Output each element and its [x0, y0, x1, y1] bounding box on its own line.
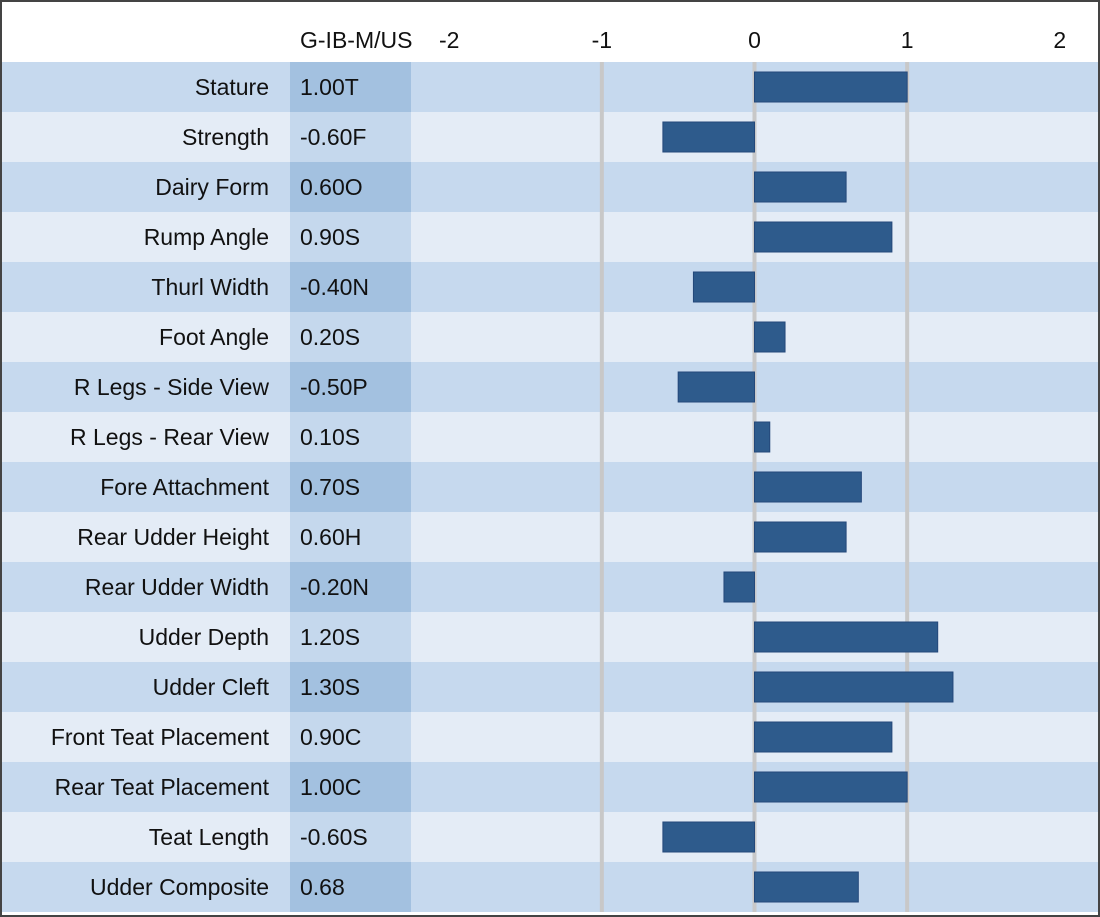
- column-header: G-IB-M/US: [300, 27, 412, 53]
- bar: [754, 221, 893, 253]
- category-label: Udder Depth: [139, 624, 269, 650]
- row-background: [1, 562, 1099, 612]
- value-label: -0.60S: [300, 824, 368, 850]
- bar: [754, 721, 893, 753]
- value-cell: [290, 512, 411, 562]
- category-label: Rear Udder Width: [85, 574, 269, 600]
- value-label: 1.20S: [300, 624, 360, 650]
- category-label: Udder Composite: [90, 874, 269, 900]
- category-label: Fore Attachment: [100, 474, 269, 500]
- row-background: [1, 312, 1099, 362]
- category-label: Front Teat Placement: [51, 724, 270, 750]
- bar: [723, 571, 756, 603]
- category-label: Rump Angle: [144, 224, 269, 250]
- bar: [754, 171, 847, 203]
- value-cell: [290, 312, 411, 362]
- value-label: 0.60O: [300, 174, 363, 200]
- row-background: [1, 462, 1099, 512]
- value-label: -0.60F: [300, 124, 366, 150]
- value-cell: [290, 812, 411, 862]
- row-background: [1, 212, 1099, 262]
- bar: [692, 271, 756, 303]
- bar: [662, 821, 756, 853]
- row-background: [1, 112, 1099, 162]
- bar: [662, 121, 756, 153]
- category-label: Udder Cleft: [153, 674, 270, 700]
- bar: [754, 521, 847, 553]
- value-label: 0.70S: [300, 474, 360, 500]
- category-label: Strength: [182, 124, 269, 150]
- x-tick-label: -1: [592, 27, 612, 53]
- value-cell: [290, 212, 411, 262]
- value-label: 1.00C: [300, 774, 361, 800]
- value-label: 0.68: [300, 874, 345, 900]
- value-label: 0.90C: [300, 724, 361, 750]
- value-cell: [290, 62, 411, 112]
- row-background: [1, 362, 1099, 412]
- row-background: [1, 62, 1099, 112]
- bar: [754, 71, 908, 103]
- row-background: [1, 712, 1099, 762]
- row-background: [1, 162, 1099, 212]
- x-tick-label: 2: [1053, 27, 1066, 53]
- value-label: 0.60H: [300, 524, 361, 550]
- value-cell: [290, 412, 411, 462]
- category-label: R Legs - Side View: [74, 374, 270, 400]
- value-cell: [290, 562, 411, 612]
- row-background: [1, 412, 1099, 462]
- row-background: [1, 512, 1099, 562]
- value-label: 1.30S: [300, 674, 360, 700]
- value-label: 1.00T: [300, 74, 359, 100]
- category-label: Teat Length: [149, 824, 269, 850]
- category-label: Thurl Width: [151, 274, 269, 300]
- value-cell: [290, 762, 411, 812]
- category-label: Foot Angle: [159, 324, 269, 350]
- value-cell: [290, 362, 411, 412]
- value-label: -0.20N: [300, 574, 369, 600]
- value-cell: [290, 462, 411, 512]
- value-label: 0.10S: [300, 424, 360, 450]
- bar: [754, 671, 954, 703]
- x-tick-label: 0: [748, 27, 761, 53]
- value-cell: [290, 112, 411, 162]
- bar: [754, 421, 771, 453]
- row-background: [1, 812, 1099, 862]
- value-label: 0.20S: [300, 324, 360, 350]
- value-label: -0.40N: [300, 274, 369, 300]
- category-label: Stature: [195, 74, 269, 100]
- bar: [677, 371, 756, 403]
- row-background: [1, 262, 1099, 312]
- x-tick-label: -2: [439, 27, 459, 53]
- category-label: Rear Teat Placement: [55, 774, 270, 800]
- row-background: [1, 862, 1099, 912]
- category-label: R Legs - Rear View: [70, 424, 269, 450]
- category-label: Rear Udder Height: [77, 524, 269, 550]
- value-cell: [290, 612, 411, 662]
- value-label: -0.50P: [300, 374, 368, 400]
- x-tick-label: 1: [901, 27, 914, 53]
- bar: [754, 321, 786, 353]
- value-cell: [290, 262, 411, 312]
- category-label: Dairy Form: [155, 174, 269, 200]
- value-label: 0.90S: [300, 224, 360, 250]
- value-cell: [290, 712, 411, 762]
- value-cell: [290, 662, 411, 712]
- value-cell: [290, 862, 411, 912]
- bar: [754, 471, 862, 503]
- row-background: [1, 762, 1099, 812]
- bar: [754, 621, 939, 653]
- bar: [754, 771, 908, 803]
- bar: [754, 871, 859, 903]
- value-cell: [290, 162, 411, 212]
